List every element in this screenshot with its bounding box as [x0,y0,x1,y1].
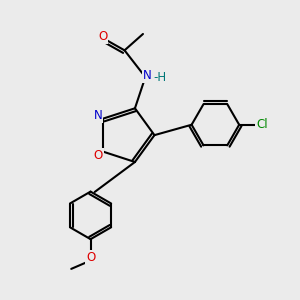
Text: O: O [86,251,95,264]
Text: N: N [143,69,152,82]
Text: O: O [93,149,103,162]
Text: N: N [94,109,102,122]
Text: -H: -H [153,70,166,84]
Text: Cl: Cl [256,118,268,131]
Text: O: O [98,31,107,44]
